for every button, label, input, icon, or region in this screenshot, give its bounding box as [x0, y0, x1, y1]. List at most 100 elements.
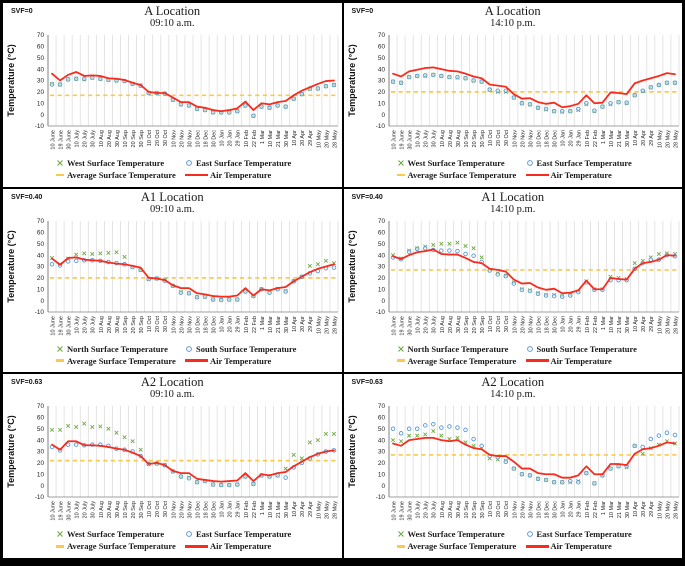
svg-text:28 May: 28 May [673, 501, 679, 519]
svg-text:30 Mar: 30 Mar [625, 315, 631, 332]
svg-text:30 Oct: 30 Oct [504, 315, 510, 332]
legend-item: North Surface Temperature [397, 343, 526, 355]
o-marker-series [390, 245, 677, 299]
legend-item: Air Temperature [525, 355, 683, 367]
svg-text:20 Jan: 20 Jan [568, 316, 574, 333]
svg-text:10 Jan: 10 Jan [560, 501, 566, 518]
svg-text:30 Nov: 30 Nov [528, 130, 534, 148]
legend-item: East Surface Temperature [185, 157, 342, 169]
svg-text:29 Apr: 29 Apr [649, 315, 655, 331]
air-temperature-line [391, 248, 676, 294]
svg-text:10 Apr: 10 Apr [633, 315, 639, 331]
legend-label: West Surface Temperature [67, 158, 165, 168]
svg-text:30 Aug: 30 Aug [455, 501, 461, 518]
svg-text:70: 70 [377, 218, 385, 225]
svg-text:10 June: 10 June [391, 501, 397, 521]
svg-text:10 Oct: 10 Oct [488, 130, 494, 147]
svg-text:10 June: 10 June [50, 130, 56, 150]
svg-text:20 Nov: 20 Nov [520, 315, 526, 333]
svg-text:10 June: 10 June [391, 316, 397, 336]
chart-panel-a2-0910: SVF=0.63 A2 Location 09:10 a.m. 70 60 50 40… [3, 374, 342, 558]
svg-text:21 Mar: 21 Mar [276, 501, 282, 518]
legend-label: Average Surface Temperature [407, 170, 517, 180]
svg-text:20 Oct: 20 Oct [496, 501, 502, 518]
chart-title: A Location [144, 4, 201, 18]
svg-text:30 Nov: 30 Nov [528, 315, 534, 333]
svg-text:20 Sep: 20 Sep [131, 130, 137, 147]
line-marker-icon [185, 173, 208, 177]
chart-legend: North Surface Temperature South Surface … [396, 343, 683, 367]
svg-text:10 Nov: 10 Nov [171, 130, 177, 148]
svf-label: SVF=0.63 [11, 379, 43, 387]
y-axis-title: Temperature (°C) [347, 416, 357, 488]
svg-text:30 Oct: 30 Oct [163, 315, 169, 332]
svg-text:30: 30 [377, 449, 385, 456]
svg-text:10 Aug: 10 Aug [99, 501, 105, 518]
svg-text:20: 20 [37, 275, 45, 282]
svg-text:10 Dec: 10 Dec [536, 501, 542, 519]
chart-legend: West Surface Temperature East Surface Te… [396, 528, 683, 552]
svg-text:10: 10 [37, 472, 45, 479]
x-marker-icon [397, 345, 404, 352]
svg-text:30 June: 30 June [67, 130, 73, 150]
svg-text:29 Jan: 29 Jan [236, 316, 242, 333]
svg-text:29 Jan: 29 Jan [576, 501, 582, 518]
x-marker-icon [397, 160, 404, 166]
legend-item: Average Surface Temperature [396, 169, 526, 181]
svg-text:30 June: 30 June [67, 501, 73, 521]
svg-text:20: 20 [377, 89, 385, 96]
legend-label: Average Surface Temperature [67, 355, 176, 366]
legend-label: Air Temperature [550, 541, 612, 552]
svg-text:70: 70 [377, 404, 385, 411]
line-marker-icon [185, 359, 208, 362]
svg-text:22 Feb: 22 Feb [252, 501, 258, 518]
svg-text:10 Feb: 10 Feb [584, 501, 590, 518]
svg-text:Temperature (°C): Temperature (°C) [347, 44, 357, 116]
x-marker-icon [57, 160, 63, 166]
svg-text:-10: -10 [375, 309, 385, 316]
svg-text:20: 20 [377, 460, 385, 467]
svg-text:10 May: 10 May [657, 130, 663, 148]
svg-text:20 May: 20 May [324, 501, 330, 519]
svg-text:29 Jan: 29 Jan [576, 316, 582, 333]
svg-text:20 Nov: 20 Nov [179, 501, 185, 519]
y-axis-title: Temperature (°C) [6, 44, 16, 116]
svg-text:10 Oct: 10 Oct [147, 315, 153, 332]
legend-item: West Surface Temperature [397, 157, 526, 169]
gridlines [388, 220, 679, 313]
svf-label: SVF=0.40 [351, 193, 383, 201]
svg-text:50: 50 [377, 55, 385, 62]
svg-text:70: 70 [37, 404, 45, 411]
svg-text:50: 50 [377, 241, 385, 248]
svg-text:20 July: 20 July [423, 501, 429, 519]
svg-text:20 Apr: 20 Apr [300, 315, 306, 331]
svg-text:10 Nov: 10 Nov [512, 130, 518, 148]
svg-text:29 Apr: 29 Apr [308, 315, 314, 331]
svg-text:10 Oct: 10 Oct [488, 315, 494, 332]
chart-subtitle: 14:10 p.m. [490, 203, 536, 215]
legend-label: Air Temperature [210, 355, 272, 366]
gridlines [47, 220, 339, 313]
x-axis-ticks: 10 June 19 June 30 June 10 July 20 July 30 Ju… [391, 130, 679, 150]
x-axis-ticks: 10 June 19 June 30 June 10 July 20 July 30 Ju… [50, 315, 338, 335]
legend-label: South Surface Temperature [536, 343, 637, 354]
svg-text:10 Nov: 10 Nov [171, 501, 177, 519]
svf-label: SVF=0 [11, 8, 33, 15]
air-temperature-line [391, 66, 676, 109]
svg-text:10 May: 10 May [316, 501, 322, 519]
chart-plot: 70 60 50 40 30 20 10 0 -10 Temperature (°C) 10 Jun… [6, 404, 338, 521]
svg-text:30 Sep: 30 Sep [480, 130, 486, 147]
svg-text:10 Jan: 10 Jan [220, 501, 226, 518]
svg-text:10 Apr: 10 Apr [633, 130, 639, 146]
svg-text:10 Aug: 10 Aug [99, 130, 105, 147]
y-axis-title: Temperature (°C) [347, 44, 357, 116]
svg-text:20 Apr: 20 Apr [641, 130, 647, 146]
svg-text:10 July: 10 July [415, 130, 421, 148]
svg-text:19 June: 19 June [58, 316, 64, 336]
chart-title: A Location [484, 4, 541, 18]
gridlines [47, 35, 339, 127]
svg-text:30 July: 30 July [91, 130, 97, 148]
svg-text:30 Sep: 30 Sep [139, 501, 145, 518]
svg-text:0: 0 [40, 112, 44, 119]
svg-text:30 Dec: 30 Dec [212, 130, 218, 148]
